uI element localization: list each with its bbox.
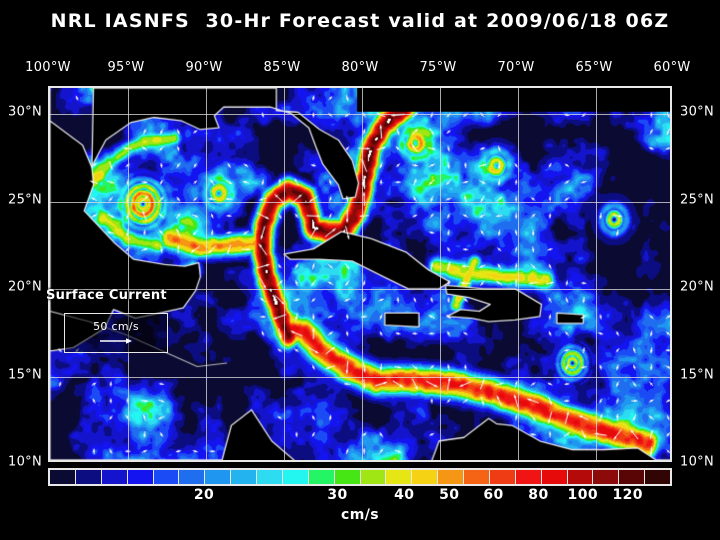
colorbar-segment (50, 470, 76, 484)
legend-scale-label: 50 cm/s (93, 320, 139, 333)
longitude-tick-label: 90°W (185, 60, 223, 75)
colorbar-segment (464, 470, 490, 484)
colorbar-tick-label: 80 (528, 487, 549, 503)
colorbar-segment (205, 470, 232, 484)
longitude-tick-label: 85°W (263, 60, 301, 75)
colorbar-tick-label: 60 (483, 487, 504, 503)
right-arrow-icon (100, 338, 132, 344)
latitude-tick-label: 15°N (8, 367, 42, 383)
map-plot-area[interactable] (48, 86, 672, 462)
longitude-tick-label: 70°W (497, 60, 535, 75)
colorbar-segment (438, 470, 464, 484)
longitude-tick-label: 80°W (341, 60, 379, 75)
colorbar-segment (567, 470, 594, 484)
colorbar-tick-labels: 20 30 40 50 60 80 100 120 (48, 487, 672, 507)
colorbar-segment (231, 470, 257, 484)
colorbar (48, 468, 672, 486)
colorbar-tick-label: 100 (567, 487, 598, 503)
colorbar-tick-label: 40 (394, 487, 415, 503)
colorbar-segment (386, 470, 413, 484)
colorbar-segment (153, 470, 180, 484)
longitude-tick-label: 100°W (25, 60, 71, 75)
colorbar-segment (179, 470, 206, 484)
colorbar-segment (489, 470, 516, 484)
longitude-tick-label: 65°W (575, 60, 613, 75)
colorbar-segment (619, 470, 646, 484)
latitude-tick-label: 20°N (680, 279, 714, 295)
latitude-tick-label: 25°N (680, 192, 714, 208)
surface-current-heatmap (50, 88, 670, 460)
colorbar-segment (75, 470, 102, 484)
colorbar-segment (515, 470, 542, 484)
colorbar-tick-label: 20 (193, 487, 215, 503)
latitude-axis-left: 30°N 25°N 20°N 15°N 10°N (0, 86, 46, 470)
latitude-tick-label: 20°N (8, 279, 42, 295)
colorbar-tick-label: 30 (327, 487, 348, 503)
latitude-tick-label: 10°N (8, 454, 42, 470)
colorbar-segment (101, 470, 128, 484)
latitude-tick-label: 25°N (8, 192, 42, 208)
colorbar-segment (257, 470, 283, 484)
latitude-tick-label: 30°N (8, 104, 42, 120)
colorbar-unit-label: cm/s (341, 507, 379, 523)
colorbar-segment (541, 470, 568, 484)
legend-scale-box: 50 cm/s (64, 313, 168, 353)
longitude-tick-label: 75°W (419, 60, 457, 75)
colorbar-tick-label: 50 (439, 487, 460, 503)
longitude-tick-label: 95°W (107, 60, 145, 75)
colorbar-segment (645, 470, 670, 484)
latitude-axis-right: 30°N 25°N 20°N 15°N 10°N (676, 86, 720, 470)
latitude-tick-label: 15°N (680, 367, 714, 383)
longitude-tick-label: 60°W (653, 60, 691, 75)
latitude-tick-label: 10°N (680, 454, 714, 470)
colorbar-segment (127, 470, 154, 484)
colorbar-segment (282, 470, 309, 484)
latitude-tick-label: 30°N (680, 104, 714, 120)
surface-current-legend: Surface Current 50 cm/s (46, 288, 206, 353)
colorbar-segment (412, 470, 439, 484)
colorbar-tick-label: 120 (612, 487, 643, 503)
page-title: NRL IASNFS 30-Hr Forecast valid at 2009/… (50, 10, 670, 32)
longitude-axis: 100°W 95°W 90°W 85°W 80°W 75°W 70°W 65°W 60°W (25, 60, 690, 78)
colorbar-segment (308, 470, 335, 484)
colorbar-segment (593, 470, 620, 484)
legend-title: Surface Current (46, 288, 167, 303)
colorbar-segment (360, 470, 387, 484)
colorbar-segment (334, 470, 361, 484)
